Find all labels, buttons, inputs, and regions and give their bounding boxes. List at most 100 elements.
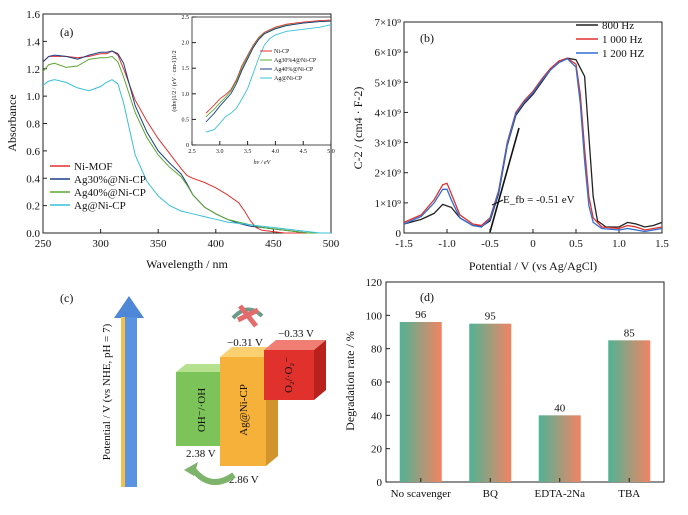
x-tick-label: -0.5 <box>481 238 499 250</box>
x-tick-label: -1.5 <box>395 238 413 250</box>
legend-label: Ni-MOF <box>74 161 113 173</box>
y-tick-label: 20 <box>371 444 383 456</box>
legend-label: Ag30%@Ni-CP <box>74 174 146 186</box>
series-line-1 <box>403 57 663 231</box>
panel-b-label: (b) <box>420 31 434 45</box>
x-tick-label: 250 <box>35 238 52 250</box>
y-tick-label: 0 <box>377 477 383 489</box>
y-tick-label: 5×10⁹ <box>374 77 401 89</box>
box-agnicp-label: Ag@Ni-CP <box>238 384 250 436</box>
panel-c: (c) Potential / V (vs NHE, pH = 7) OH⁻/·… <box>60 291 326 487</box>
x-category-label: EDTA-2Na <box>535 488 586 500</box>
box-oh-label: OH⁻/·OH <box>196 388 208 432</box>
x-tick-label: 350 <box>150 238 167 250</box>
y-tick-label: 4×10⁹ <box>374 107 401 119</box>
legend-label: Ag40%@Ni-CP <box>74 187 146 199</box>
legend-label: 1 000 Hz <box>602 34 642 46</box>
y-tick-label: 0.2 <box>26 201 40 213</box>
y-tick-label: 1.4 <box>26 36 40 48</box>
series-line-0 <box>205 19 332 114</box>
bar-value-label: 96 <box>415 309 427 321</box>
bar-2 <box>538 415 581 482</box>
series-line-2 <box>42 55 331 234</box>
y-tick-label: 7×10⁹ <box>374 17 401 29</box>
y-tick-label: 40 <box>371 410 383 422</box>
series-line-0 <box>42 50 331 234</box>
potential-arrow-stripe <box>121 317 125 487</box>
bar-value-label: 95 <box>485 311 497 323</box>
panel-b-ylabel: C-2 / (cm4 · F-2) <box>351 87 365 170</box>
bar-0 <box>399 322 442 482</box>
y-tick-label: 1.0 <box>182 92 190 98</box>
panel-c-label: (c) <box>60 291 73 305</box>
x-tick-label: 0.5 <box>569 238 583 250</box>
box-oh: OH⁻/·OH 2.38 V <box>176 364 236 460</box>
bar-value-label: 85 <box>624 327 636 339</box>
panel-d: (d) 0 20 40 60 80 100 120 96 No scavenger 95 BQ 40… <box>343 277 665 500</box>
series-line-2 <box>403 58 663 233</box>
inset-legend-label: Ag40%@Ni-CP <box>274 67 314 73</box>
x-tick-label: 2.5 <box>188 149 196 155</box>
y-tick-label: 0.6 <box>26 146 40 158</box>
series-line-3 <box>205 24 332 133</box>
y-tick-label: 6×10⁹ <box>374 47 401 59</box>
y-tick-label: 0 <box>186 143 189 149</box>
x-tick-label: 450 <box>265 238 282 250</box>
y-tick-label: 3×10⁹ <box>374 138 401 150</box>
y-tick-label: 1.6 <box>26 9 40 21</box>
x-tick-label: 3.0 <box>216 149 224 155</box>
legend-label: 1 200 HZ <box>602 48 644 60</box>
panel-b-annotation-arrow <box>491 199 504 206</box>
bar-3 <box>608 340 651 482</box>
blocked-transfer-cross-icon <box>231 304 264 328</box>
y-tick-label: 1.5 <box>182 66 190 72</box>
y-tick-label: 1×10⁹ <box>374 198 401 210</box>
y-tick-label: 0.5 <box>182 117 190 123</box>
y-tick-label: 0.0 <box>26 228 40 240</box>
x-tick-label: 300 <box>92 238 109 250</box>
panel-d-ylabel: Degradation rate / % <box>343 331 357 431</box>
legend-label: Ag@Ni-CP <box>74 200 126 212</box>
y-tick-label: 60 <box>371 377 383 389</box>
inset-frame <box>191 16 332 146</box>
y-tick-label: 2×10⁹ <box>374 168 401 180</box>
inset-legend-label: Ag@Ni-CP <box>274 76 303 82</box>
x-category-label: TBA <box>618 488 640 500</box>
x-tick-label: -1.0 <box>438 238 456 250</box>
box-o2-top-value: −0.33 V <box>278 328 314 340</box>
hole-transfer-arrow-icon <box>189 466 236 485</box>
legend-label: 800 Hz <box>602 20 634 32</box>
panel-a-inset: 2.5 3.0 3.5 4.0 4.5 5.0 0 0.5 1.0 1.5 2.0 2.5 hv / … <box>171 15 335 166</box>
x-category-label: BQ <box>483 488 498 500</box>
bar-value-label: 40 <box>554 402 566 414</box>
y-tick-label: 80 <box>371 344 383 356</box>
panel-b-xlabel: Potential / V (vs Ag/AgCl) <box>469 259 597 273</box>
x-tick-label: 4.0 <box>272 149 280 155</box>
hole-transfer-arrowhead-icon <box>184 462 198 476</box>
y-tick-label: 100 <box>366 310 383 322</box>
x-category-label: No scavenger <box>391 488 452 500</box>
x-tick-label: 500 <box>323 238 340 250</box>
y-tick-label: 2.0 <box>182 41 190 47</box>
x-tick-label: 1.0 <box>612 238 626 250</box>
series-line-3 <box>42 79 331 234</box>
panel-a-xlabel: Wavelength / nm <box>146 257 228 271</box>
panel-a: (a) 0.0 0.2 0.4 0.6 0.8 1.0 1.2 1.4 1.6 250 300 35… <box>5 9 340 271</box>
box-agnicp-bottom-value: 2.86 V <box>229 474 259 486</box>
y-tick-label: 1.0 <box>26 91 40 103</box>
bar-1 <box>469 323 512 482</box>
inset-legend-label: Ni-CP <box>274 49 290 55</box>
x-tick-label: 0 <box>530 238 536 250</box>
inset-legend: Ni-CP Ag30%4@Ni-CP Ag40%@Ni-CP Ag@Ni-CP <box>260 49 317 82</box>
panel-b-legend: 800 Hz 1 000 Hz 1 200 HZ <box>576 20 644 60</box>
y-tick-label: 2.5 <box>182 15 190 21</box>
x-tick-label: 400 <box>208 238 225 250</box>
x-tick-label: 3.5 <box>244 149 252 155</box>
inset-xlabel: hv / eV <box>254 160 272 166</box>
inset-legend-label: Ag30%4@Ni-CP <box>274 58 317 64</box>
box-o2: O₂/·O₂⁻ −0.33 V <box>264 328 326 400</box>
panel-c-yaxis-label: Potential / V (vs NHE, pH = 7) <box>101 323 113 460</box>
y-tick-label: 0.8 <box>26 119 40 131</box>
x-tick-label: 5.0 <box>327 149 335 155</box>
